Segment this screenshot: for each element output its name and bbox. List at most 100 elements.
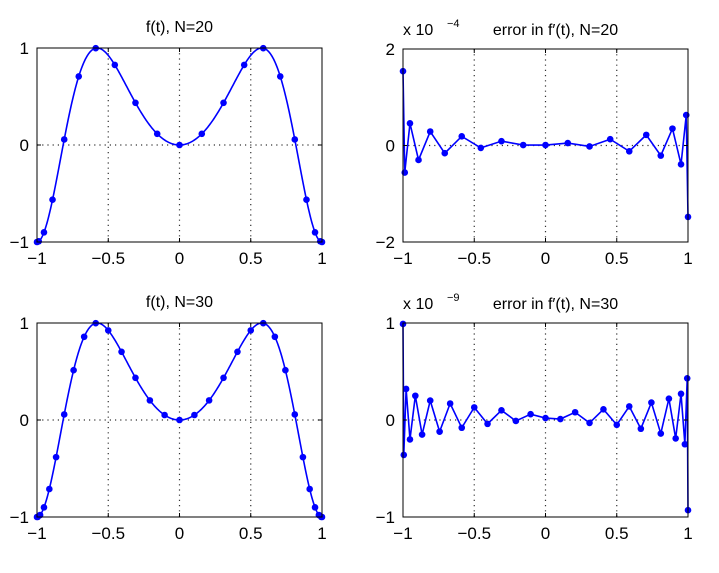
data-point [586,143,593,150]
x-tick-label: −0.5 [91,249,125,268]
x-tick-label: −0.5 [457,524,491,543]
x-tick-label: −1 [27,249,46,268]
data-point [542,414,549,422]
x-tick-label: 1 [317,249,326,268]
data-point [220,99,227,107]
data-point [80,333,88,341]
y-tick-label: 0 [20,411,29,430]
data-point [176,416,183,424]
data-point [153,130,161,138]
data-point [276,73,284,80]
x-tick-label: 1 [683,524,692,543]
x-tick-label: −1 [393,524,412,543]
axis-scale-exponent: −9 [447,292,460,304]
data-point [682,111,690,119]
data-point [418,431,426,438]
axis-scale-label: x 10 [403,296,433,313]
data-point [519,141,527,149]
y-tick-label: −1 [10,508,29,527]
data-point [282,366,289,374]
y-tick-label: 1 [20,39,29,58]
data-point [306,485,313,493]
data-point [146,397,154,404]
data-point [247,327,255,334]
data-point [303,196,310,204]
x-tick-label: −0.5 [457,249,491,268]
data-point [60,411,68,418]
x-tick-label: −1 [393,249,412,268]
axis-scale-exponent: −4 [447,18,460,30]
data-point [60,136,68,143]
y-tick-label: 0 [20,136,29,155]
data-point [132,99,139,107]
data-point [637,425,645,433]
data-point [446,400,454,407]
data-point [311,504,319,511]
subplot-title: f(t), N=30 [146,294,213,311]
subplot-2: −1 −0.5 0 0.5 1 −2 0 2 x 10 −4 error in f′(t), N=2… [376,18,693,268]
data-point [311,229,319,236]
data-point [665,395,673,402]
data-point [642,131,650,139]
data-point [441,149,449,157]
y-tick-label: −1 [10,233,29,252]
data-point [669,125,676,132]
data-point [161,411,168,419]
y-tick-label: 0 [386,411,395,430]
data-point [426,397,434,404]
y-tick-label: −2 [376,233,395,252]
x-tick-label: 0.5 [239,524,263,543]
data-point [571,408,579,416]
data-point [70,366,77,374]
data-point [436,428,443,435]
data-point [681,440,689,448]
axis-scale-label: x 10 [403,22,433,39]
data-point [176,141,183,149]
data-point [527,410,534,418]
y-tick-label: 0 [386,137,395,156]
data-point [40,229,48,236]
data-point [111,61,119,69]
data-point [46,485,53,493]
data-point [542,141,549,149]
data-point [613,421,621,429]
x-tick-label: −1 [27,524,46,543]
subplot-1: −1 −0.5 0 0.5 1 −1 0 1 f(t), N=20 [10,19,327,268]
subplot-title: f(t), N=20 [146,19,213,36]
subplot-4: −1 −0.5 0 0.5 1 −1 0 1 x 10 −9 error in f′(t), N=3… [376,292,693,543]
x-tick-label: 0.5 [605,249,629,268]
x-tick-label: 0 [175,524,184,543]
data-point [299,453,307,461]
data-point [648,399,655,406]
data-point [586,419,593,427]
data-point [484,420,491,428]
x-tick-label: 1 [683,249,692,268]
subplot-title: error in f′(t), N=20 [493,22,618,39]
data-point [40,504,48,511]
x-tick-label: 0 [541,249,550,268]
data-point [564,139,572,147]
data-point [600,406,607,413]
y-tick-label: −1 [376,508,395,527]
y-tick-label: 2 [386,40,395,59]
data-point [512,417,520,425]
x-tick-label: 1 [317,524,326,543]
data-point [220,374,227,382]
y-tick-label: 1 [20,314,29,333]
data-point [477,144,485,152]
data-point [458,133,466,140]
data-point [606,135,614,143]
data-point [191,411,198,419]
subplot-3: −1 −0.5 0 0.5 1 −1 0 1 f(t), N=30 [10,294,327,543]
data-point [240,61,248,69]
data-point [291,411,299,418]
data-point [198,130,206,138]
data-point [75,73,83,80]
data-point [400,451,408,459]
data-point [426,128,434,135]
x-tick-label: 0.5 [605,524,629,543]
data-point [498,407,505,414]
data-point [677,161,685,168]
data-point [49,196,56,204]
